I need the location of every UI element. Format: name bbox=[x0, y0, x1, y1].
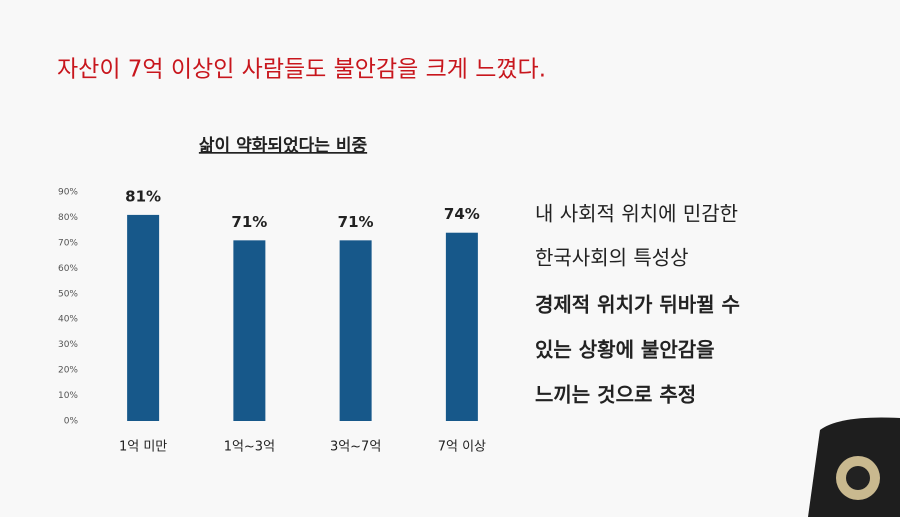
y-tick-label: 40% bbox=[58, 315, 78, 325]
y-tick-label: 20% bbox=[58, 366, 78, 376]
note-line: 있는 상황에 불안감을 bbox=[535, 338, 715, 362]
y-tick-label: 70% bbox=[58, 238, 78, 248]
y-tick-label: 0% bbox=[64, 417, 79, 427]
note-line: 한국사회의 특성상 bbox=[535, 246, 689, 270]
x-tick-label: 1억 미만 bbox=[119, 440, 167, 455]
chart-title: 삶이 약화되었다는 비중 bbox=[199, 135, 368, 156]
value-label: 81% bbox=[125, 187, 161, 205]
bar bbox=[233, 240, 266, 421]
y-tick-label: 10% bbox=[58, 391, 78, 401]
x-tick-label: 1억~3억 bbox=[224, 440, 275, 455]
note-line: 느끼는 것으로 추정 bbox=[535, 383, 696, 407]
bar bbox=[127, 214, 160, 421]
value-label: 74% bbox=[444, 205, 480, 223]
value-label: 71% bbox=[338, 213, 374, 231]
x-tick-label: 7억 이상 bbox=[438, 440, 486, 455]
bar bbox=[339, 240, 372, 421]
x-tick-label: 3억~7억 bbox=[330, 440, 381, 455]
webcam bbox=[808, 417, 900, 517]
bar bbox=[445, 232, 478, 421]
note-line: 경제적 위치가 뒤바뀔 수 bbox=[535, 293, 740, 317]
y-tick-label: 80% bbox=[58, 213, 78, 223]
y-tick-label: 90% bbox=[58, 188, 78, 198]
value-label: 71% bbox=[231, 213, 267, 231]
headline: 자산이 7억 이상인 사람들도 불안감을 크게 느꼈다. bbox=[57, 57, 546, 83]
y-tick-label: 30% bbox=[58, 340, 78, 350]
y-tick-label: 60% bbox=[58, 264, 78, 274]
y-tick-label: 50% bbox=[58, 289, 78, 299]
note-line: 내 사회적 위치에 민감한 bbox=[535, 202, 738, 226]
